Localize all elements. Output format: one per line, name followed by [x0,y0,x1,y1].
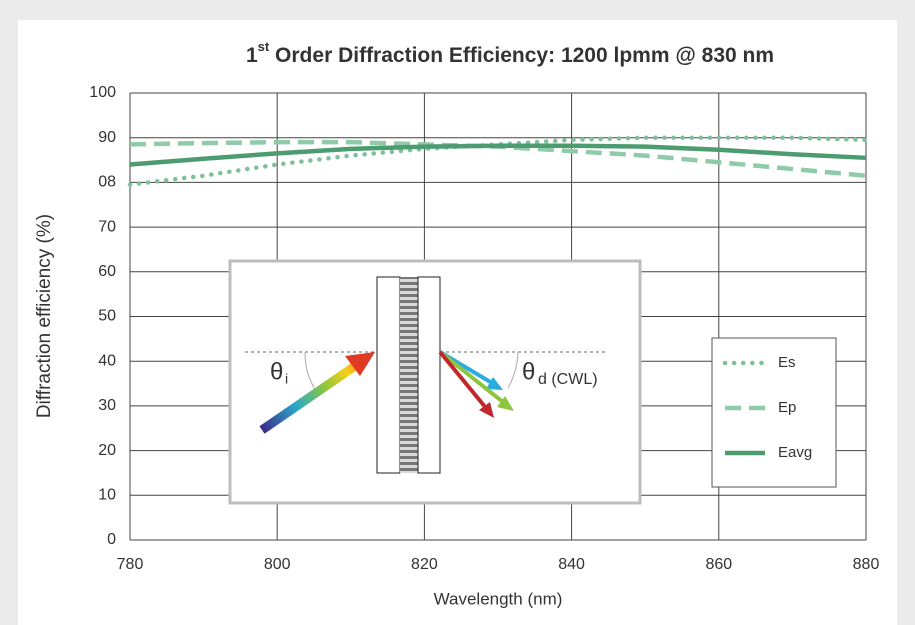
y-tick-label: 60 [98,263,116,280]
legend: Es Ep Eavg [711,337,837,488]
angle-arc [507,351,519,389]
arrow-head [345,352,375,376]
legend-label: Eavg [778,444,812,461]
arrow-head [497,396,514,411]
x-axis-label: Wavelength (nm) [434,589,563,608]
incident-beam [259,360,361,434]
arrow-head [479,402,494,418]
arrow-head [486,377,503,390]
y-tick-label: 10 [98,487,116,504]
y-tick-label: 90 [98,129,116,146]
substrate [376,276,401,474]
diffracted-beam [438,350,505,404]
y-tick-label: 0 [107,531,116,548]
y-tick-label: 30 [98,397,116,414]
x-tick-label: 860 [705,556,732,573]
diffracted-beam [438,350,488,410]
y-tick-label: 20 [98,442,116,459]
angle-subscript: i [285,371,288,387]
x-tick-label: 840 [558,556,585,573]
inset-diagram: θ i θ d (CWL) [228,259,642,505]
series-line [129,143,867,167]
x-tick-label: 820 [411,556,438,573]
chart-title: 1st Order Diffraction Efficiency: 1200 l… [246,39,774,66]
y-tick-label: 40 [98,352,116,369]
series [127,135,869,187]
y-axis-label: Diffraction efficiency (%) [34,214,55,418]
legend-label: Es [778,354,796,371]
substrate [417,276,441,474]
angle-symbol: θ [270,358,283,385]
x-tick-label: 800 [264,556,291,573]
x-tick-label: 780 [117,556,144,573]
legend-box [711,337,837,488]
angle-subscript: d (CWL) [538,371,598,388]
y-tick-label: 08 [98,174,116,191]
x-tick-label: 880 [853,556,880,573]
y-tick-label: 70 [98,218,116,235]
y-tick-label: 50 [98,308,116,325]
y-tick-label: 100 [89,84,116,101]
grating [400,277,418,473]
angle-symbol: θ [522,358,535,385]
legend-label: Ep [778,399,796,416]
